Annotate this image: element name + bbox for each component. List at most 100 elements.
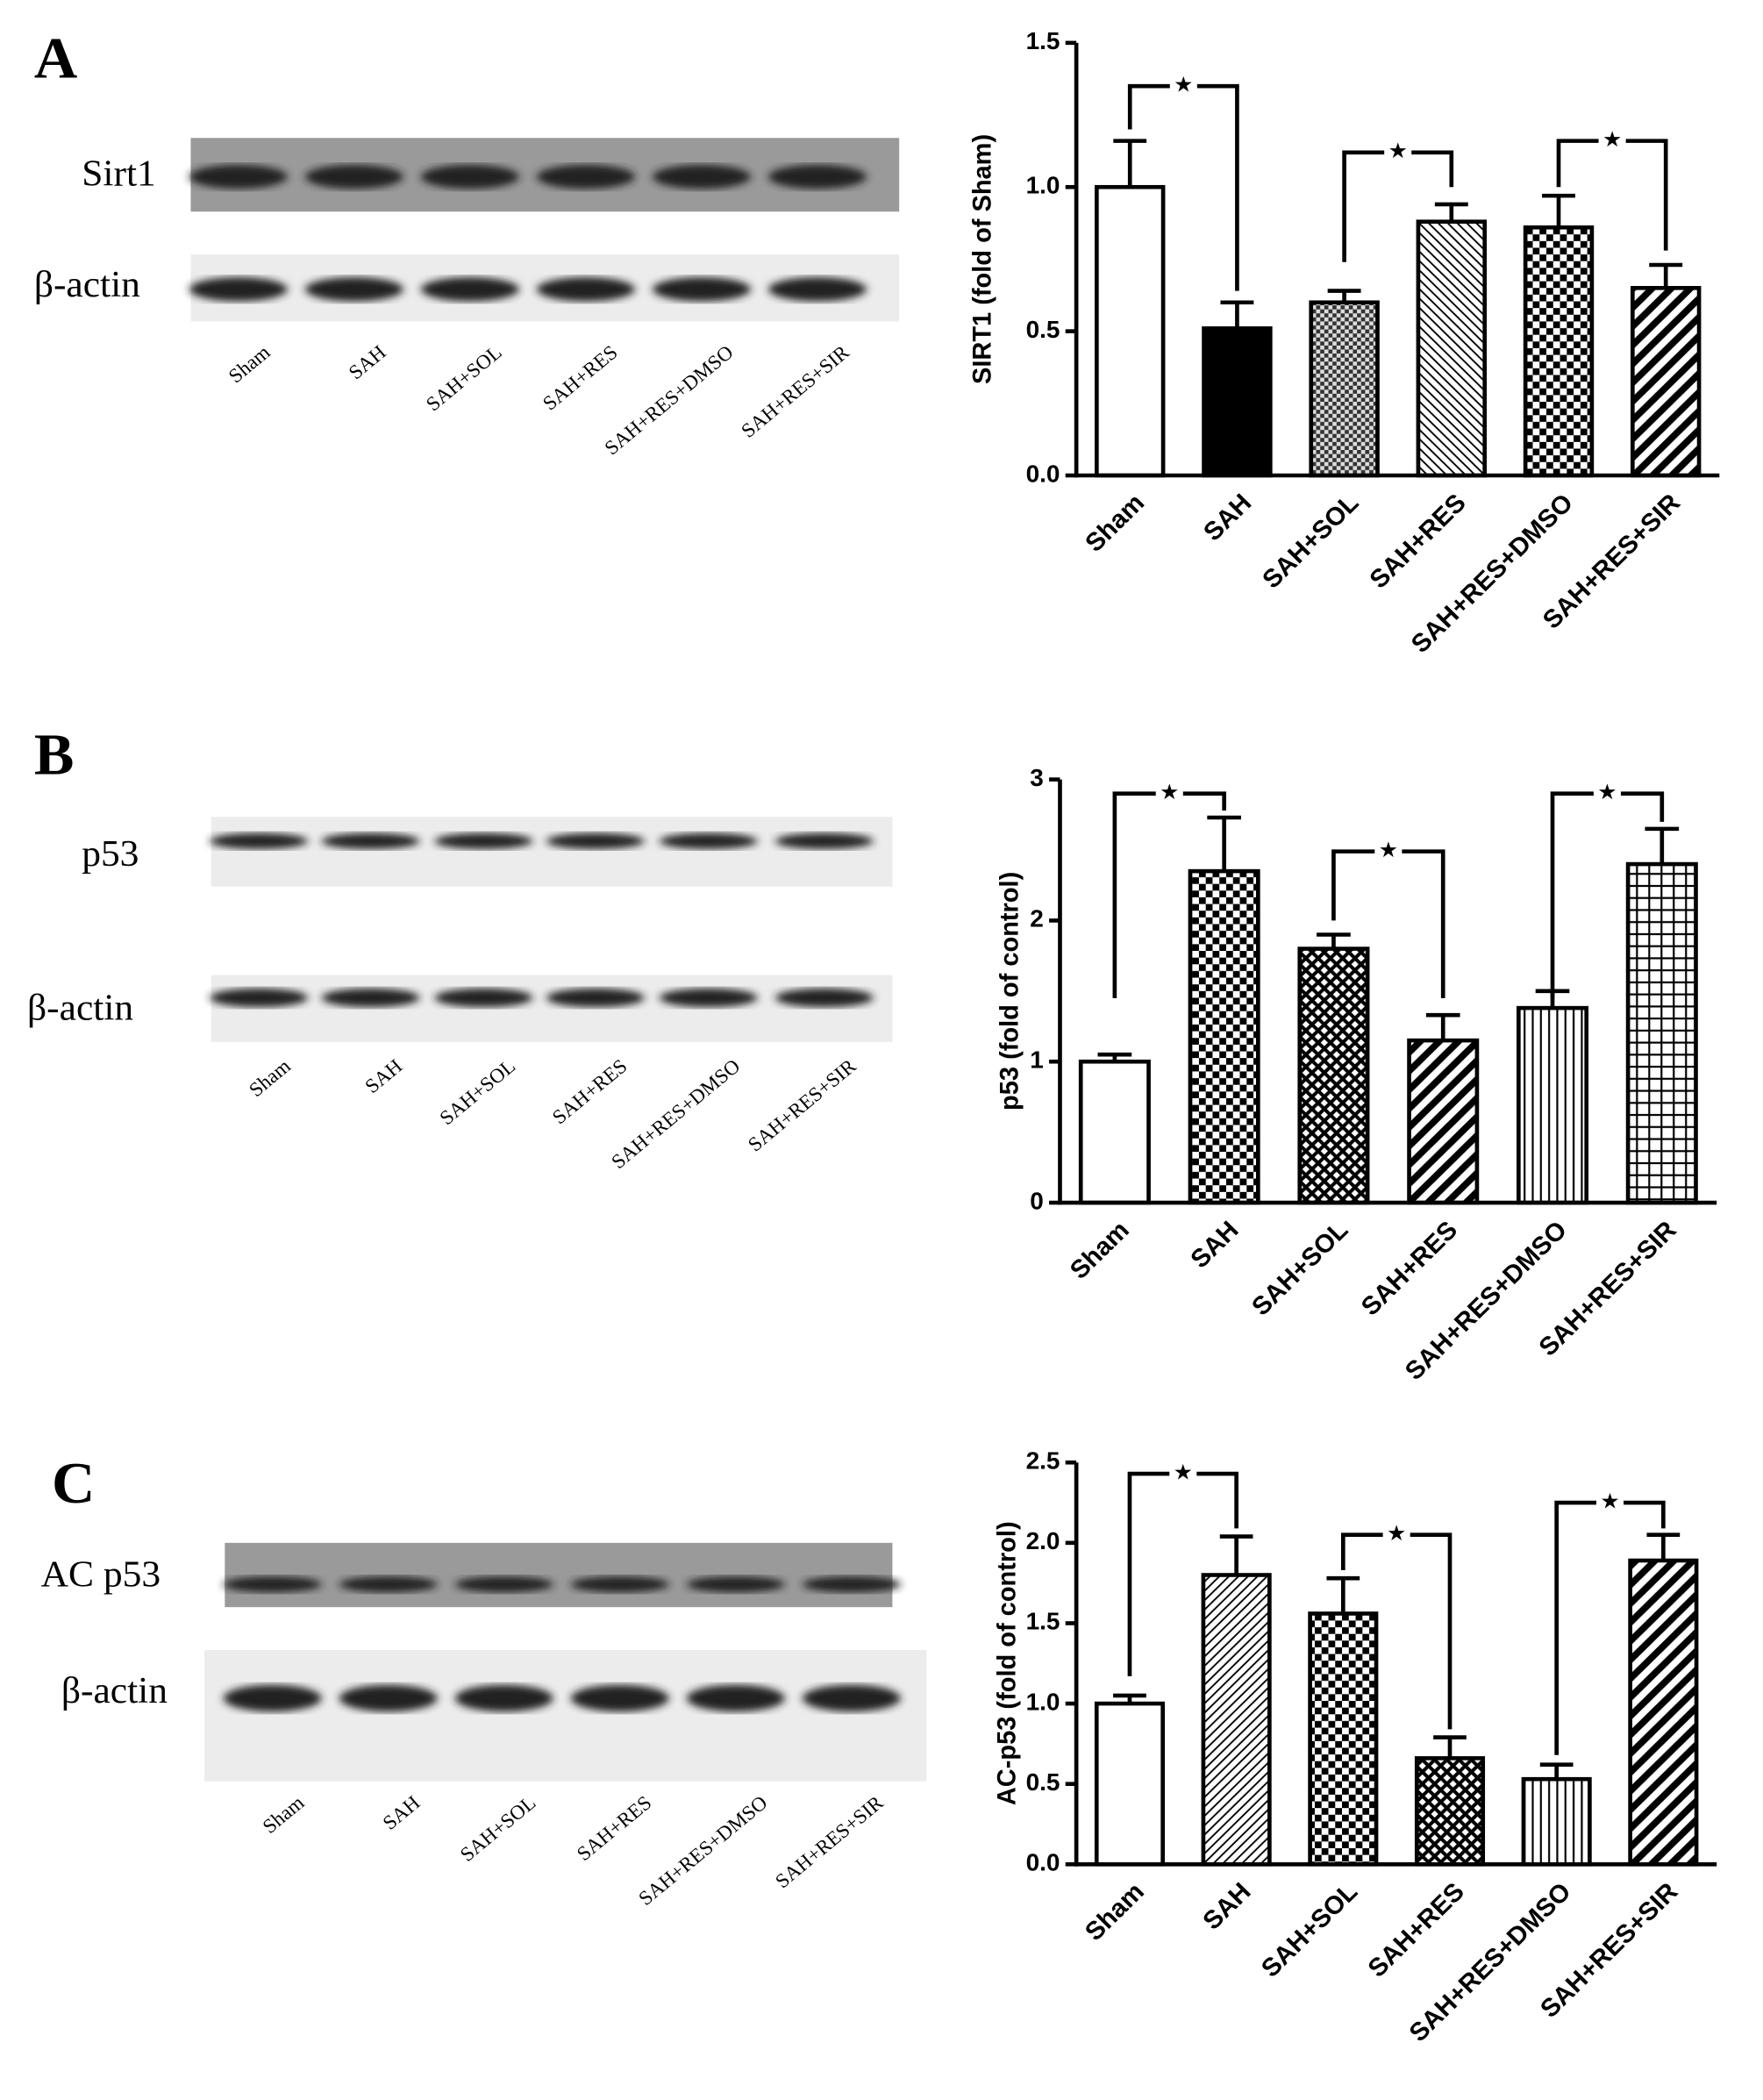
x-tick-label: SAH xyxy=(1186,1216,1245,1274)
blot-band xyxy=(454,1684,553,1712)
blot-lane-label: SAH+RES xyxy=(538,340,621,414)
star-backdrop xyxy=(1384,140,1412,165)
significance-star: ★ xyxy=(1174,74,1193,97)
blot-strip xyxy=(225,1542,893,1608)
bar xyxy=(1094,1701,1166,1867)
y-tick-label: 0 xyxy=(1030,1188,1044,1215)
y-tick-label: 1.0 xyxy=(1026,172,1060,199)
blot-row-label: AC p53 xyxy=(41,1554,161,1596)
blot-strip xyxy=(203,1650,927,1782)
blot-lane-label: SAH+SOL xyxy=(455,1791,539,1866)
blot-band xyxy=(434,988,533,1008)
blot-band xyxy=(768,164,867,189)
blot-lane-label: SAH+RES+SIR xyxy=(737,340,854,442)
blot-row-label: β-actin xyxy=(61,1671,168,1712)
y-tick-label: 1.0 xyxy=(1026,1689,1060,1716)
y-tick-label: 2.0 xyxy=(1026,1527,1060,1554)
star-backdrop xyxy=(1169,1461,1197,1486)
bar xyxy=(1407,1038,1480,1205)
x-tick-label: SAH+SOL xyxy=(1256,1878,1363,1983)
significance-star: ★ xyxy=(1160,781,1179,804)
blot-strip xyxy=(211,975,893,1042)
y-axis-label: AC-p53 (fold of control) xyxy=(993,1521,1021,1805)
blot-band xyxy=(659,988,758,1008)
y-axis-label: SIRT1 (fold of Sham) xyxy=(968,134,996,384)
significance-star: ★ xyxy=(1600,1490,1619,1514)
blot-band xyxy=(210,832,309,849)
bar xyxy=(1416,219,1488,478)
star-backdrop xyxy=(1169,74,1197,98)
blot-band xyxy=(570,1684,669,1712)
blot-lane-label: Sham xyxy=(244,1054,295,1101)
x-tick-label: SAH+SOL xyxy=(1246,1216,1353,1321)
blot-band xyxy=(686,1684,785,1712)
blot-band xyxy=(546,988,645,1008)
significance-star: ★ xyxy=(1387,1522,1406,1546)
star-backdrop xyxy=(1593,781,1621,806)
blot-band xyxy=(768,277,867,302)
bar xyxy=(1523,225,1595,478)
blot-band xyxy=(339,1684,438,1712)
x-tick-label: SAH+RES xyxy=(1365,489,1472,594)
star-backdrop xyxy=(1155,781,1183,806)
x-tick-label: SAH+RES xyxy=(1356,1216,1463,1321)
panel-letter: B xyxy=(34,722,75,787)
y-tick-label: 2.5 xyxy=(1026,1447,1060,1475)
blot-lane-label: SAH+RES xyxy=(572,1791,655,1865)
blot-band xyxy=(339,1576,438,1593)
blot-band xyxy=(189,277,288,302)
bar xyxy=(1630,286,1702,478)
blot-band xyxy=(802,1684,901,1712)
blot-band xyxy=(686,1576,785,1593)
blot-row-label: β-actin xyxy=(34,264,140,305)
y-tick-label: 0.5 xyxy=(1026,316,1060,343)
blot-band xyxy=(454,1576,553,1593)
star-backdrop xyxy=(1374,839,1403,864)
blot-band xyxy=(189,164,288,189)
blot-lane-label: SAH xyxy=(360,1054,407,1097)
blot-band xyxy=(223,1684,322,1712)
blot-band xyxy=(434,832,533,849)
blot-lane-label: SAH+RES xyxy=(547,1054,631,1128)
blot-band xyxy=(537,164,635,189)
blot-row-label: Sirt1 xyxy=(82,154,156,195)
blot-lane-label: SAH xyxy=(344,340,390,383)
bar xyxy=(1516,1005,1589,1205)
x-tick-label: Sham xyxy=(1065,1216,1135,1284)
y-tick-label: 0.5 xyxy=(1026,1768,1060,1796)
blot-band xyxy=(653,277,751,302)
blot-lane-label: Sham xyxy=(224,340,275,387)
star-backdrop xyxy=(1382,1522,1410,1547)
bar xyxy=(1308,1611,1379,1867)
bar xyxy=(1309,300,1380,478)
blot-band xyxy=(774,988,874,1008)
blot-lane-label: SAH xyxy=(378,1791,425,1834)
bar xyxy=(1188,868,1260,1205)
x-tick-label: SAH xyxy=(1198,489,1257,546)
blot-strip xyxy=(211,817,893,887)
panel-letter: C xyxy=(52,1451,95,1516)
blot-band xyxy=(537,277,635,302)
blot-lane-label: SAH+RES+SIR xyxy=(743,1054,860,1155)
blot-row-label: β-actin xyxy=(27,988,133,1029)
blot-band xyxy=(774,832,874,849)
bar xyxy=(1625,861,1698,1205)
x-tick-label: SAH+RES xyxy=(1363,1878,1470,1983)
blot-lane-label: Sham xyxy=(258,1791,309,1838)
star-backdrop xyxy=(1598,128,1626,154)
bar xyxy=(1521,1776,1592,1867)
y-tick-label: 1.5 xyxy=(1026,1608,1060,1635)
y-axis-label: p53 (fold of control) xyxy=(996,872,1024,1111)
bar xyxy=(1095,184,1166,478)
bar xyxy=(1414,1756,1486,1867)
bar xyxy=(1628,1558,1699,1867)
bar xyxy=(1202,326,1273,478)
significance-star: ★ xyxy=(1597,781,1617,804)
significance-star: ★ xyxy=(1379,839,1398,862)
y-tick-label: 1 xyxy=(1030,1046,1044,1074)
y-tick-label: 3 xyxy=(1030,764,1044,791)
y-tick-label: 0.0 xyxy=(1026,460,1060,487)
x-tick-label: SAH+SOL xyxy=(1258,489,1365,594)
y-tick-label: 0.0 xyxy=(1026,1849,1060,1876)
